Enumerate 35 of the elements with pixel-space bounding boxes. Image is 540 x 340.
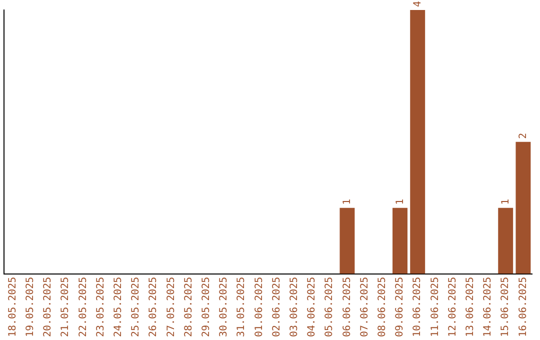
x-tick-label: 21.05.2025 (60, 276, 72, 338)
x-tick-label: 16.06.2025 (518, 276, 529, 338)
x-tick-label: 08.06.2025 (376, 276, 388, 338)
x-tick-label: 14.06.2025 (482, 276, 494, 338)
x-tick-label: 10.06.2025 (412, 276, 424, 338)
x-tick-label: 24.05.2025 (112, 276, 124, 338)
x-tick-label: 02.06.2025 (271, 276, 282, 338)
x-tick-label: 31.05.2025 (236, 276, 248, 338)
x-tick-label: 03.06.2025 (288, 276, 300, 338)
x-tick-label: 22.05.2025 (78, 276, 89, 338)
x-tick-label: 18.05.2025 (7, 276, 18, 338)
x-tick-label: 13.06.2025 (464, 276, 476, 338)
x-tick-label: 23.05.2025 (95, 276, 106, 338)
data-label: 1 (500, 198, 512, 205)
x-tick-label: 01.06.2025 (254, 276, 265, 338)
data-label: 1 (395, 198, 406, 205)
x-tick-label: 25.05.2025 (130, 276, 142, 338)
x-tick-label: 11.06.2025 (430, 276, 441, 338)
x-tick-label: 15.06.2025 (500, 276, 512, 338)
x-tick-label: 09.06.2025 (394, 276, 406, 338)
x-tick-label: 27.05.2025 (166, 276, 177, 338)
data-label: 4 (412, 0, 424, 7)
data-label: 1 (342, 198, 354, 205)
x-tick-label: 06.06.2025 (342, 276, 353, 338)
x-tick-label: 04.06.2025 (306, 276, 318, 338)
x-tick-label: 12.06.2025 (447, 276, 458, 338)
x-tick-label: 05.06.2025 (324, 276, 336, 338)
x-tick-label: 19.05.2025 (24, 276, 36, 338)
data-label: 2 (518, 132, 530, 139)
x-tick-label: 26.05.2025 (148, 276, 160, 338)
x-tick-label: 20.05.2025 (42, 276, 54, 338)
x-tick-label: 29.05.2025 (200, 276, 212, 338)
x-tick-label: 07.06.2025 (359, 276, 370, 338)
x-tick-label: 30.05.2025 (218, 276, 230, 338)
x-tick-label: 28.05.2025 (183, 276, 194, 338)
